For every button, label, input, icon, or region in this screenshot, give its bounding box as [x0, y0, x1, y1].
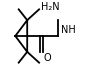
Text: NH: NH	[61, 25, 75, 35]
Text: O: O	[44, 53, 51, 63]
Text: H₂N: H₂N	[41, 2, 60, 12]
